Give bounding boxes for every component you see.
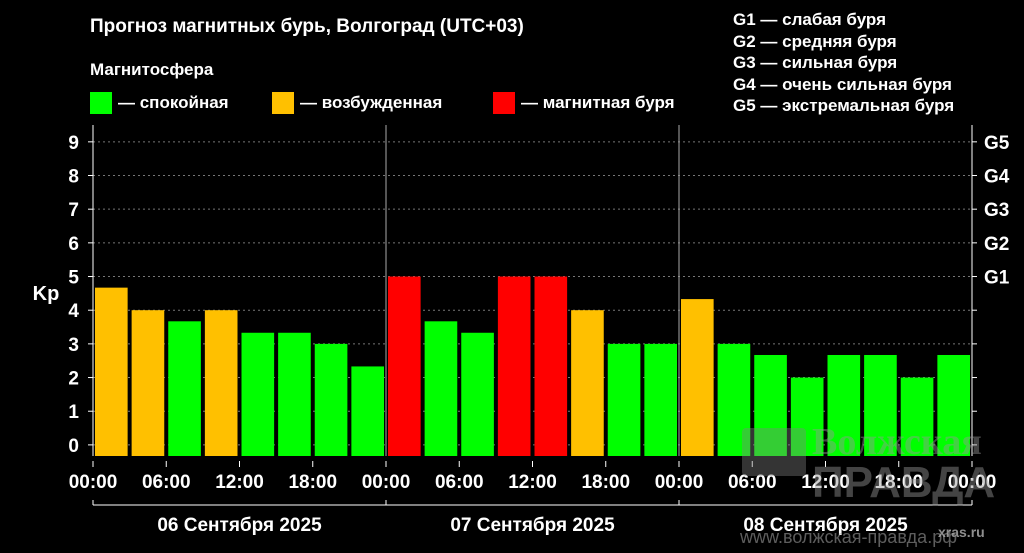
watermark-name-top: Волжская [812, 421, 982, 463]
x-tick-label: 00:00 [655, 472, 704, 493]
bar [754, 354, 787, 456]
bar [644, 343, 677, 456]
page-title: Прогноз магнитных бурь, Волгоград (UTC+0… [90, 16, 524, 37]
bar [131, 310, 165, 456]
y-tick-label: 8 [68, 167, 79, 188]
date-label: 07 Сентября 2025 [450, 515, 615, 536]
x-tick-label: 00:00 [948, 472, 997, 493]
bar [241, 332, 275, 456]
g-level-label: G3 [984, 200, 1009, 221]
bar [388, 276, 421, 456]
watermark-site: xras.ru [938, 524, 985, 540]
storm-level-g2: G2 — средняя буря [733, 31, 897, 51]
bar [278, 332, 311, 456]
watermark-name-bottom: ПРАВДА [812, 458, 996, 507]
bar [497, 276, 531, 456]
bar [790, 377, 824, 456]
y-tick-label: 9 [68, 133, 79, 154]
x-tick-label: 06:00 [142, 472, 191, 493]
x-tick-label: 12:00 [215, 472, 264, 493]
y-tick-label: 6 [68, 234, 79, 255]
storm-level-legend: G1 — слабая буря G2 — средняя буря G3 — … [733, 9, 954, 117]
legend-item-storm: — магнитная буря [493, 92, 675, 114]
y-tick-label: 0 [68, 436, 79, 457]
y-tick-label: 1 [68, 402, 79, 423]
storm-level-g1: G1 — слабая буря [733, 10, 887, 29]
bar [351, 366, 384, 456]
date-label: 06 Сентября 2025 [157, 515, 322, 536]
legend-label-excited: — возбужденная [300, 93, 443, 112]
legend-label-quiet: — спокойная [118, 93, 229, 112]
date-label: 08 Сентября 2025 [743, 515, 908, 536]
g-level-label: G4 [984, 167, 1010, 188]
y-tick-label: 2 [68, 369, 79, 390]
bar [937, 354, 970, 456]
storm-level-g5: G5 — экстремальная буря [733, 96, 955, 115]
bar [900, 377, 934, 456]
x-tick-label: 18:00 [874, 472, 923, 493]
y-tick-label: 7 [68, 200, 79, 221]
y-axis-label: Kp [33, 283, 60, 305]
storm-level-g4: G4 — очень сильная буря [733, 74, 952, 94]
x-tick-label: 12:00 [801, 472, 850, 493]
bar [607, 343, 641, 456]
x-tick-label: 12:00 [508, 472, 557, 493]
legend-label-storm: — магнитная буря [521, 93, 675, 112]
y-tick-label: 4 [68, 301, 79, 322]
bar [424, 321, 458, 456]
watermark-url: www.волжская-правда.рф [740, 527, 958, 547]
x-tick-label: 00:00 [362, 472, 411, 493]
legend-item-excited: — возбужденная [272, 92, 442, 114]
bar [461, 332, 494, 456]
bar [681, 299, 714, 456]
g-level-label: G1 [984, 268, 1010, 289]
bar [827, 354, 861, 456]
x-tick-label: 06:00 [435, 472, 484, 493]
legend-item-quiet: — спокойная [90, 92, 229, 114]
g-level-label: G2 [984, 234, 1009, 255]
y-tick-label: 3 [68, 335, 79, 356]
legend-swatch-excited [272, 92, 294, 114]
bar [864, 354, 897, 456]
watermark-logo [742, 428, 806, 476]
bar [314, 343, 348, 456]
g-level-label: G5 [984, 133, 1010, 154]
x-tick-label: 18:00 [581, 472, 630, 493]
legend-swatch-quiet [90, 92, 112, 114]
bar [168, 321, 201, 456]
storm-level-g3: G3 — сильная буря [733, 53, 898, 72]
legend-swatch-storm [493, 92, 515, 114]
bar [204, 310, 238, 456]
section-label: Магнитосфера [90, 60, 214, 79]
bar [717, 343, 751, 456]
legend: — спокойная — возбужденная — магнитная б… [90, 92, 710, 116]
x-tick-label: 00:00 [69, 472, 118, 493]
bar [534, 276, 568, 456]
bar [571, 310, 604, 456]
x-tick-label: 06:00 [728, 472, 777, 493]
x-tick-label: 18:00 [288, 472, 337, 493]
bar [95, 287, 128, 456]
y-tick-label: 5 [68, 268, 79, 289]
